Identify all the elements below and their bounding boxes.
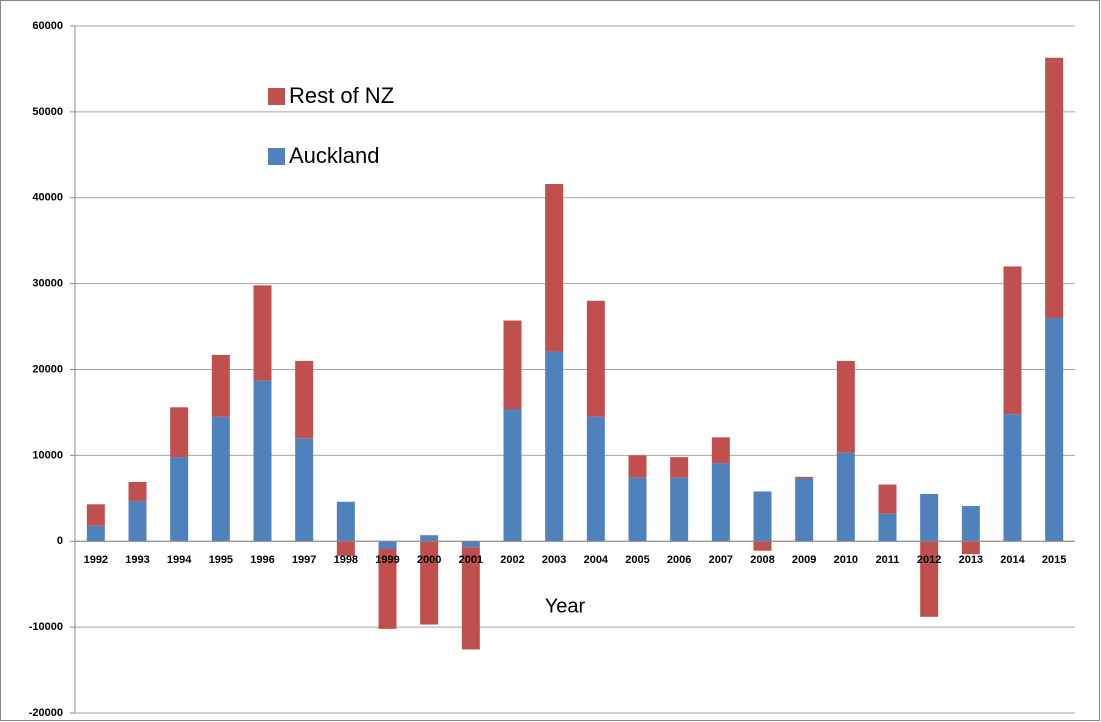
x-tick-label: 2006 [667, 554, 691, 566]
bar [295, 360, 314, 439]
x-tick-label: 1995 [209, 554, 233, 566]
bar [128, 500, 147, 542]
bar [503, 320, 522, 410]
bar [628, 477, 647, 542]
x-tick-label: 2010 [834, 554, 858, 566]
bar [753, 491, 772, 542]
bar [461, 541, 480, 548]
y-tick-label: 20000 [32, 363, 63, 375]
bar [628, 455, 647, 478]
bar [378, 541, 397, 549]
x-tick-label: 2009 [792, 554, 816, 566]
bar [420, 535, 439, 542]
x-tick-label: 1993 [125, 554, 149, 566]
bar [920, 494, 939, 542]
y-tick-label: 30000 [32, 278, 63, 290]
bar [211, 416, 230, 542]
x-tick-label: 2001 [459, 554, 483, 566]
x-tick-label: 2003 [542, 554, 566, 566]
bar [670, 477, 689, 542]
x-tick-label: 2002 [500, 554, 524, 566]
bar [253, 380, 272, 542]
x-tick-label: 2012 [917, 554, 941, 566]
bar [378, 548, 397, 629]
x-tick-label: 2015 [1042, 554, 1066, 566]
legend-label: Auckland [289, 143, 380, 168]
bar [336, 501, 355, 542]
bar [920, 541, 939, 617]
bar [586, 300, 605, 417]
x-tick-label: 2008 [750, 554, 774, 566]
bar [86, 504, 105, 526]
x-tick-label: 2014 [1000, 554, 1025, 566]
bar [170, 457, 189, 542]
bar [503, 409, 522, 542]
legend-label: Rest of NZ [289, 83, 394, 108]
y-tick-label: -20000 [29, 707, 63, 719]
bar [836, 360, 855, 453]
bar [211, 354, 230, 417]
legend-swatch [268, 148, 285, 165]
y-tick-label: 10000 [32, 449, 63, 461]
bar [961, 541, 980, 555]
bar [1045, 317, 1064, 542]
bar [545, 184, 564, 352]
bar [420, 541, 439, 625]
x-tick-label: 2007 [709, 554, 733, 566]
y-tick-label: 60000 [32, 20, 63, 32]
x-tick-label: 1996 [250, 554, 274, 566]
y-tick-label: -10000 [29, 621, 63, 633]
x-tick-label: 1998 [334, 554, 358, 566]
x-tick-label: 1992 [84, 554, 108, 566]
x-tick-label: 1997 [292, 554, 316, 566]
bar [86, 525, 105, 542]
x-tick-label: 2013 [959, 554, 983, 566]
bar [878, 484, 897, 514]
bar [1045, 57, 1064, 318]
x-axis-label: Year [545, 595, 586, 617]
bar [253, 285, 272, 381]
bar [711, 437, 730, 464]
x-tick-label: 2004 [584, 554, 609, 566]
legend-swatch [268, 88, 285, 105]
bar [586, 416, 605, 542]
bar [753, 541, 772, 551]
x-tick-label: 1994 [167, 554, 192, 566]
bar [711, 463, 730, 542]
bar [1003, 414, 1022, 542]
y-tick-label: 50000 [32, 106, 63, 118]
bar [461, 547, 480, 650]
bar [295, 438, 314, 542]
bar [1003, 266, 1022, 415]
bar [836, 452, 855, 542]
bar [545, 351, 564, 542]
y-tick-label: 0 [57, 535, 63, 547]
bar [336, 541, 355, 556]
bar [795, 478, 814, 542]
bar [961, 506, 980, 542]
bar [128, 481, 147, 501]
x-tick-label: 2005 [625, 554, 649, 566]
bar [795, 476, 814, 479]
bar [878, 513, 897, 542]
bar [670, 457, 689, 478]
y-tick-label: 40000 [32, 192, 63, 204]
x-tick-label: 1999 [375, 554, 399, 566]
x-tick-label: 2011 [876, 554, 900, 566]
x-tick-label: 2000 [417, 554, 441, 566]
bar [170, 407, 189, 458]
